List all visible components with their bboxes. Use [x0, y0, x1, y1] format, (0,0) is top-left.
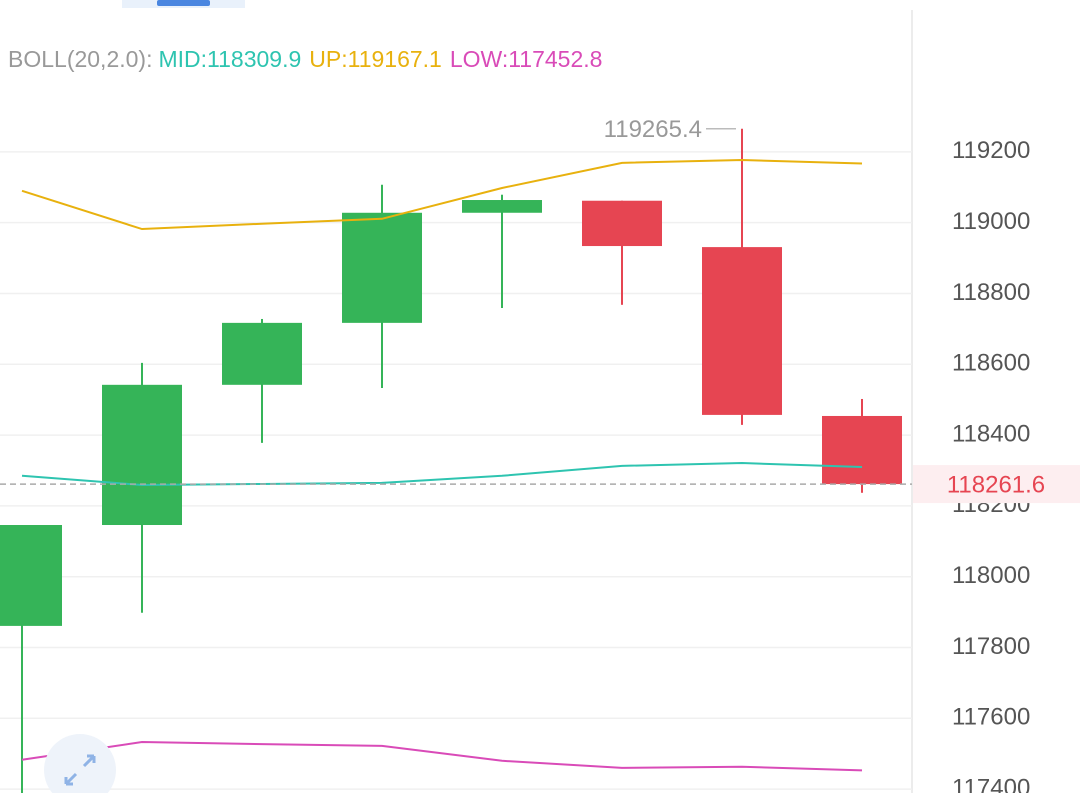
candle-body	[822, 415, 902, 485]
legend-text: MID:	[158, 46, 207, 72]
legend-text: 117452.8	[508, 46, 602, 72]
candle-body	[462, 200, 542, 213]
candle-body	[102, 384, 182, 526]
expand-button[interactable]	[44, 734, 116, 793]
legend: BOLL(20,2.0): MID:118309.9 UP:119167.1 LOW:…	[8, 46, 602, 72]
legend-text: UP:	[309, 46, 347, 72]
y-tick-label: 118400	[952, 420, 1030, 447]
legend-text: BOLL(20,2.0):	[8, 46, 152, 72]
legend-text: 119167.1	[348, 46, 442, 72]
boll-line	[21, 159, 863, 231]
expand-icon	[64, 754, 96, 786]
last-price-box	[913, 465, 1080, 504]
tab-indicator	[157, 0, 210, 6]
y-tick-label: 117800	[952, 633, 1030, 660]
candle-body	[222, 322, 302, 385]
last-price-label: 118261.6	[947, 471, 1045, 498]
y-tick-label: 119200	[952, 137, 1030, 164]
boll-line	[21, 741, 863, 772]
y-tick-label: 118800	[952, 279, 1030, 306]
candle-body	[342, 212, 422, 323]
legend-text: 118309.9	[207, 46, 301, 72]
y-tick-label: 117600	[952, 704, 1030, 731]
y-tick-label: 118600	[952, 350, 1030, 377]
y-tick-label: 119000	[952, 208, 1030, 235]
candle-body	[0, 525, 62, 626]
y-tick-label: 118000	[952, 562, 1030, 589]
candle-body	[582, 200, 662, 247]
max-label: 119265.4	[604, 116, 702, 143]
candle-body	[702, 247, 782, 415]
y-tick-label: 117400	[952, 774, 1030, 793]
legend-text: LOW:	[450, 46, 508, 72]
